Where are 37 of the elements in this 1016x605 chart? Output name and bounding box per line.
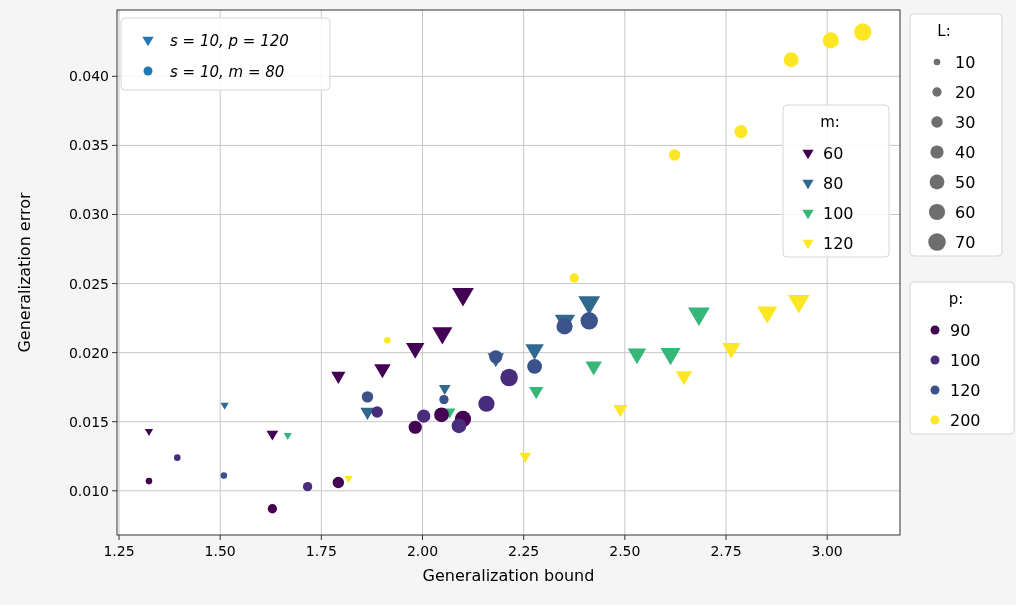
- legend-label: 120: [823, 234, 854, 253]
- legend-label: 120: [950, 381, 981, 400]
- y-tick-label: 0.030: [68, 206, 109, 223]
- x-tick-label: 2.25: [508, 543, 540, 559]
- legend-title: m:: [820, 113, 840, 131]
- legend-label: 100: [950, 351, 981, 370]
- legend-label: 50: [955, 173, 976, 192]
- y-axis-title: Generalization error: [15, 191, 34, 353]
- legend-label: 200: [950, 411, 981, 430]
- x-tick-label: 3.00: [811, 543, 843, 559]
- legend-label: 40: [955, 143, 976, 162]
- y-tick-label: 0.020: [68, 344, 109, 361]
- text: p:: [948, 290, 964, 308]
- legend-label: 70: [955, 233, 976, 252]
- legend-label: 60: [823, 144, 844, 163]
- x-axis-title: Generalization bound: [422, 566, 595, 585]
- legend-label: 100: [823, 204, 854, 223]
- legend-label: 80: [823, 174, 844, 193]
- x-tick-label: 2.00: [406, 543, 439, 559]
- legend-label: 30: [955, 113, 976, 132]
- y-tick-label: 0.035: [68, 137, 109, 154]
- annotation: s = 10, m = 80: [170, 63, 285, 81]
- x-tick-label: 1.25: [103, 543, 135, 559]
- y-tick-label: 0.040: [68, 68, 109, 85]
- y-tick-label: 0.025: [68, 275, 109, 292]
- text: L:: [937, 22, 951, 40]
- x-tick-label: 1.75: [305, 543, 337, 559]
- annotation: s = 10, p = 120: [170, 32, 289, 50]
- legend-label: 10: [955, 53, 976, 72]
- legend-label: 60: [955, 203, 976, 222]
- legend-label: 20: [955, 83, 976, 102]
- legend-label: 90: [950, 321, 971, 340]
- x-tick-label: 2.50: [609, 543, 641, 559]
- y-tick-label: 0.010: [68, 482, 109, 499]
- x-tick-label: 2.75: [710, 543, 742, 559]
- y-tick-label: 0.015: [68, 413, 109, 430]
- x-tick-label: 1.50: [204, 543, 236, 559]
